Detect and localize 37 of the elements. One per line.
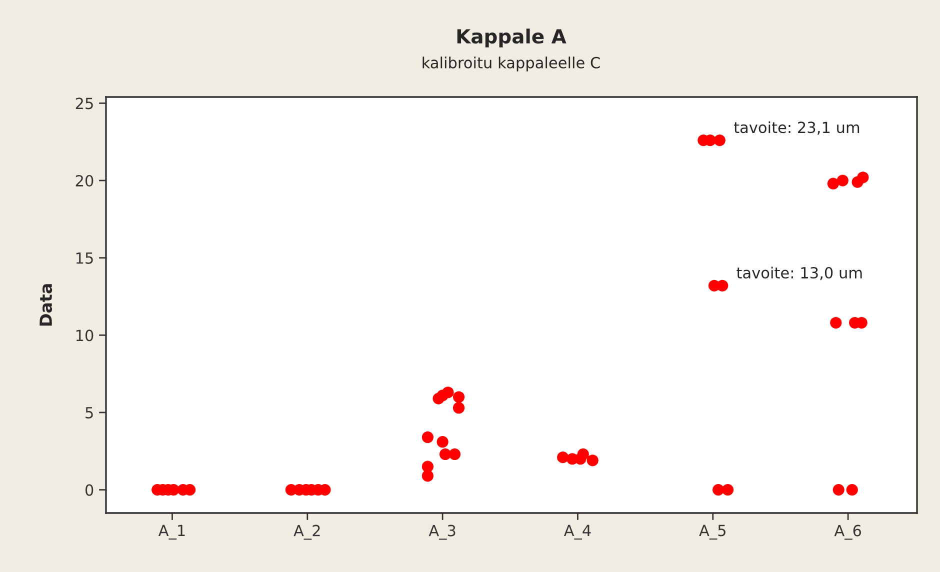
chart-subtitle: kalibroitu kappaleelle C [422,56,600,72]
point [439,448,452,460]
annotation: tavoite: 13,0 um [736,266,862,280]
point [830,316,842,329]
point [557,452,569,464]
x-tick-label: A_4 [564,524,591,540]
y-tick-label: 25 [76,98,93,110]
point [832,484,844,496]
y-tick-label: 10 [76,330,94,342]
y-tick-label: 15 [76,252,93,264]
point [436,436,448,448]
chart-title: Kappale A [457,28,566,48]
point [442,386,454,398]
point [452,391,465,403]
point [716,280,728,292]
y-tick-label: 5 [86,407,93,418]
point [857,172,869,184]
y-axis-title: Data [40,284,52,326]
point [422,431,434,444]
x-tick-label: A_6 [834,524,862,540]
point [422,470,434,482]
point [836,174,848,186]
annotation: tavoite: 23,1 um [734,121,860,135]
x-tick-label: A_5 [699,524,726,540]
point [722,484,734,496]
y-tick-label: 0 [85,484,94,496]
point [586,454,598,466]
point [577,448,589,460]
x-tick-label: A_3 [428,524,456,540]
point [714,134,726,146]
point [452,402,465,414]
point [846,484,858,496]
point [827,178,840,190]
point [448,448,461,460]
y-tick-label: 20 [76,174,94,187]
x-tick-label: A_2 [294,524,320,540]
x-tick-label: A_1 [158,524,185,540]
